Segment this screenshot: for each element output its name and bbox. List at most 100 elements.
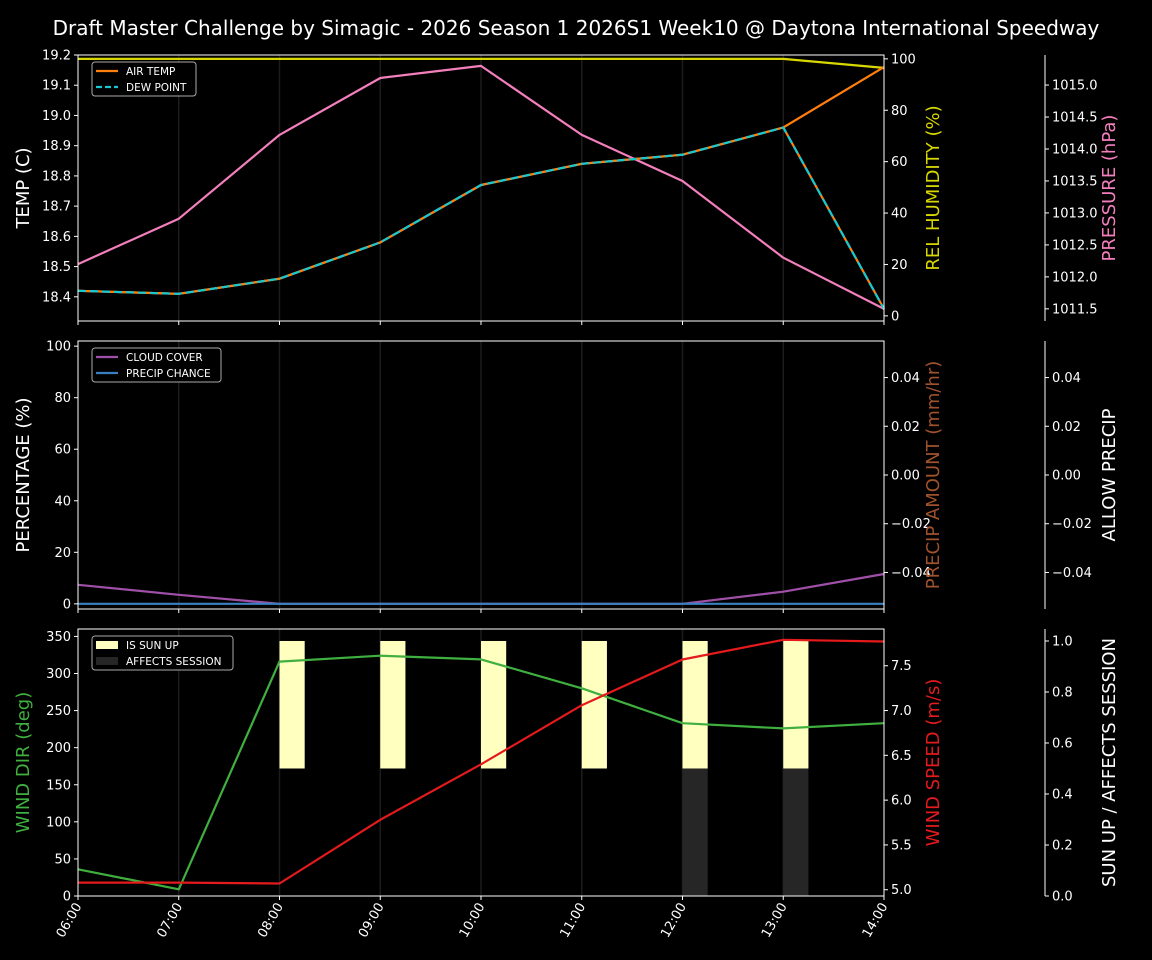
y-tick-label: 0.6 bbox=[1052, 736, 1073, 751]
y-tick-label: 0.04 bbox=[1052, 371, 1081, 386]
x-tick-label: 10:00 bbox=[457, 901, 489, 941]
line-pressure bbox=[77, 64, 885, 310]
y-tick-label: 300 bbox=[46, 667, 71, 682]
legend-label: IS SUN UP bbox=[126, 640, 179, 652]
y-tick-label: 0 bbox=[63, 890, 71, 905]
legend-label: PRECIP CHANCE bbox=[126, 368, 211, 380]
bar-affects-session bbox=[682, 768, 708, 896]
y-tick-label: 7.5 bbox=[891, 659, 912, 674]
axis-label-right1: REL HUMIDITY (%) bbox=[923, 105, 944, 270]
y-tick-label: 18.6 bbox=[42, 230, 71, 245]
panel-2: 0 20 40 60 80 100 PERCENTAGE (%) −0.04 −0.02 0.00… bbox=[13, 340, 1120, 613]
y-tick-label: 6.5 bbox=[891, 749, 912, 764]
y-tick-label: 19.0 bbox=[42, 109, 71, 124]
axis-label-right2: PRESSURE (hPa) bbox=[1099, 115, 1120, 262]
legend-box bbox=[91, 347, 222, 383]
y-tick-label: 6.0 bbox=[891, 794, 912, 809]
y-tick-label: 7.0 bbox=[891, 704, 912, 719]
legend-swatch bbox=[96, 657, 118, 665]
y-tick-label: 18.5 bbox=[42, 260, 71, 275]
y-tick-label: 0.00 bbox=[1052, 469, 1081, 484]
y-tick-label: 5.5 bbox=[891, 838, 912, 853]
x-tick-label: 12:00 bbox=[658, 901, 690, 941]
legend: IS SUN UP AFFECTS SESSION bbox=[91, 635, 234, 671]
axis-label-left: PERCENTAGE (%) bbox=[13, 397, 34, 552]
y-tick-label: 0.00 bbox=[891, 469, 920, 484]
y-tick-label: 1011.5 bbox=[1052, 302, 1098, 317]
legend: AIR TEMP DEW POINT bbox=[91, 61, 197, 97]
y-tick-label: 0 bbox=[63, 597, 71, 612]
bar-is-sun-up bbox=[581, 640, 607, 769]
line-wind-dir bbox=[77, 654, 885, 891]
y-tick-label: 40 bbox=[54, 494, 71, 509]
y-tick-label: 80 bbox=[891, 104, 908, 119]
axis-label-right2: SUN UP / AFFECTS SESSION bbox=[1099, 638, 1120, 887]
y-tick-label: −0.04 bbox=[891, 566, 931, 581]
y-tick-label: 60 bbox=[891, 155, 908, 170]
y-tick-label: 18.4 bbox=[42, 290, 71, 305]
y-tick-label: −0.02 bbox=[891, 517, 931, 532]
axis-label-right1: PRECIP AMOUNT (mm/hr) bbox=[923, 361, 944, 590]
x-tick-label: 11:00 bbox=[557, 901, 589, 941]
axis-label-left: WIND DIR (deg) bbox=[13, 692, 34, 834]
y-tick-label: 1013.0 bbox=[1052, 206, 1098, 221]
line-rel-humidity bbox=[78, 57, 885, 69]
bar-is-sun-up bbox=[783, 640, 809, 769]
y-tick-label: 0.0 bbox=[1052, 890, 1073, 905]
y-tick-label: 50 bbox=[54, 852, 71, 867]
y-tick-label: 1014.5 bbox=[1052, 111, 1098, 126]
line-dew-point bbox=[77, 126, 885, 310]
legend-label: AIR TEMP bbox=[126, 66, 175, 78]
y-tick-label: 1015.0 bbox=[1052, 79, 1098, 94]
y-tick-label: 5.0 bbox=[891, 883, 912, 898]
x-tick-label: 07:00 bbox=[154, 901, 186, 941]
x-tick-label: 08:00 bbox=[255, 901, 287, 941]
y-tick-label: 350 bbox=[46, 630, 71, 645]
y-tick-label: 0.2 bbox=[1052, 838, 1073, 853]
y-tick-label: 1.0 bbox=[1052, 634, 1073, 649]
y-tick-label: −0.04 bbox=[1052, 566, 1092, 581]
y-tick-label: 0.02 bbox=[1052, 420, 1081, 435]
line-wind-speed bbox=[78, 638, 885, 885]
y-tick-label: 100 bbox=[46, 815, 71, 830]
y-tick-label: 1012.5 bbox=[1052, 238, 1098, 253]
panel-3: 0 50 100 150 200 250 300 350 WIND DIR (deg) 5.0 5.… bbox=[13, 628, 1120, 941]
y-tick-label: 0.02 bbox=[891, 420, 920, 435]
y-tick-label: 40 bbox=[891, 207, 908, 222]
x-tick-label: 06:00 bbox=[54, 901, 86, 941]
panel-1: 18.4 18.5 18.6 18.7 18.8 18.9 19.0 19.1 19.2 TEMP… bbox=[13, 49, 1120, 325]
y-tick-label: 18.8 bbox=[42, 169, 71, 184]
y-tick-label: 0.4 bbox=[1052, 787, 1073, 802]
y-tick-label: 0.04 bbox=[891, 371, 920, 386]
x-tick-label: 13:00 bbox=[759, 901, 791, 941]
y-tick-label: −0.02 bbox=[1052, 517, 1092, 532]
y-tick-label: 18.9 bbox=[42, 139, 71, 154]
y-tick-label: 1014.0 bbox=[1052, 142, 1098, 157]
y-tick-label: 1012.0 bbox=[1052, 270, 1098, 285]
x-tick-label: 14:00 bbox=[860, 901, 892, 941]
y-tick-label: 19.2 bbox=[42, 49, 71, 64]
legend-label: DEW POINT bbox=[126, 82, 187, 94]
axis-label-right1: WIND SPEED (m/s) bbox=[923, 679, 944, 847]
bar-affects-session bbox=[783, 768, 809, 896]
x-tick-label: 09:00 bbox=[356, 901, 388, 941]
y-tick-label: 1013.5 bbox=[1052, 174, 1098, 189]
y-tick-label: 20 bbox=[54, 546, 71, 561]
bar-is-sun-up bbox=[682, 640, 708, 769]
y-tick-label: 100 bbox=[891, 52, 916, 67]
axis-label-right2: ALLOW PRECIP bbox=[1099, 408, 1120, 541]
y-tick-label: 20 bbox=[891, 258, 908, 273]
y-tick-label: 60 bbox=[54, 443, 71, 458]
y-tick-label: 100 bbox=[46, 340, 71, 355]
legend-label: AFFECTS SESSION bbox=[126, 656, 222, 668]
y-tick-label: 18.7 bbox=[42, 200, 71, 215]
y-tick-label: 250 bbox=[46, 704, 71, 719]
legend-label: CLOUD COVER bbox=[126, 352, 203, 364]
bar-is-sun-up bbox=[380, 640, 406, 769]
legend: CLOUD COVER PRECIP CHANCE bbox=[91, 347, 222, 383]
y-tick-label: 150 bbox=[46, 778, 71, 793]
y-tick-label: 200 bbox=[46, 741, 71, 756]
chart-title: Draft Master Challenge by Simagic - 2026… bbox=[53, 16, 1100, 40]
legend-swatch bbox=[96, 641, 118, 649]
y-tick-label: 0 bbox=[891, 309, 899, 324]
